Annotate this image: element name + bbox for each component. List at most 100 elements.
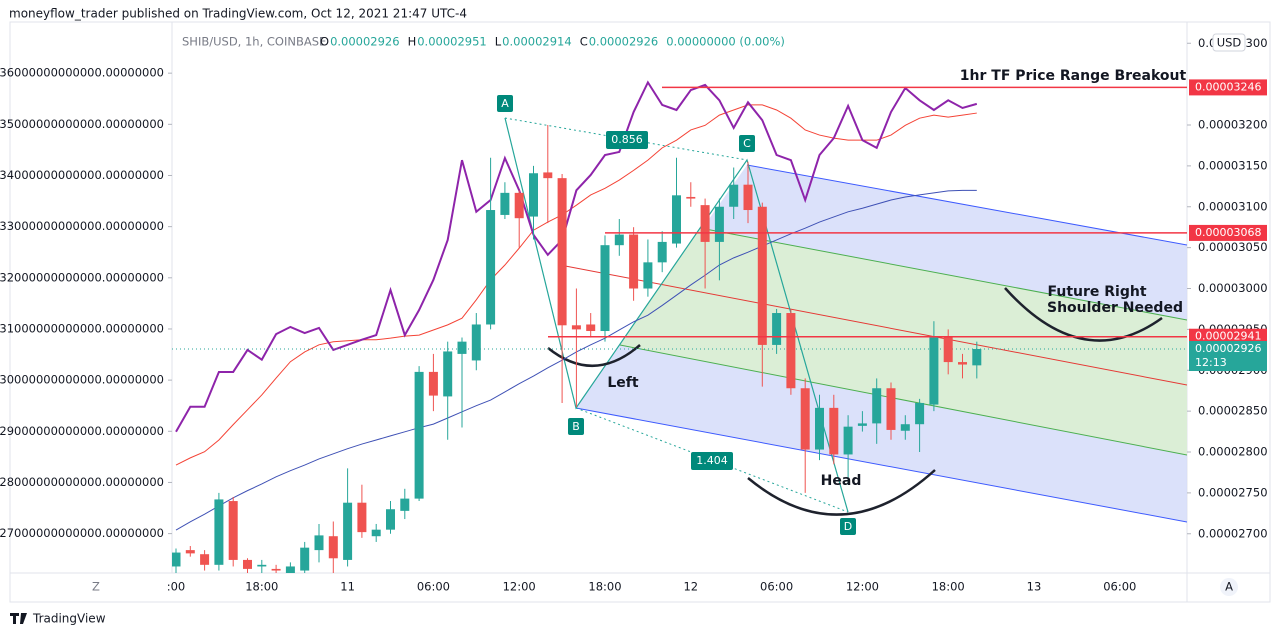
candle-body [457,341,467,354]
x-tick-label: 06:00 [417,580,450,594]
x-tick-label: 11 [340,580,355,594]
x-tick-label: 12:00 [503,580,536,594]
candle-body [972,349,982,366]
y2-tick-label: 34000000000000.00000000 [0,168,164,182]
candle-body [228,501,238,560]
head-arc [747,469,936,516]
point-badge [568,418,584,435]
level-label: 0.00002941 [1195,330,1261,343]
y2-tick-label: 33000000000000.00000000 [0,219,164,233]
y2-tick-label: 32000000000000.00000000 [0,270,164,284]
candle-body [943,336,953,363]
y-tick-label: 0.00002750 [1198,485,1268,499]
candle-body [443,351,453,397]
auto-button[interactable]: A [1225,580,1233,594]
left-shoulder-arc [547,344,641,367]
candle-body [586,324,596,332]
candle-body [872,388,882,424]
right-shoulder-arc [1004,287,1163,342]
candle-body [772,313,782,345]
level-label: 0.00003068 [1195,226,1261,239]
ratio-badge [606,131,648,149]
candle-body [600,245,610,332]
candle-body [843,426,853,455]
candle-body [486,210,496,325]
candle-body [500,192,510,215]
footer: TradingView [32,612,106,626]
candle-body [471,324,481,361]
y2-tick-label: 28000000000000.00000000 [0,475,164,489]
pitchfork-median [559,264,1187,386]
ratio-label: 1.404 [696,454,728,467]
candle-body [371,529,381,537]
annotation-head: Head [821,473,862,489]
candle-body [729,184,739,207]
pitchfork-lower [575,407,1187,523]
legend-key: H [408,35,417,49]
indicator-line [175,104,977,466]
candle-body [686,196,696,199]
candle-body [514,192,524,219]
y-tick-label: 0.00002800 [1198,445,1268,459]
candle-body [172,552,181,567]
level-label: 0.00003246 [1195,80,1261,93]
candle-body [400,498,410,511]
candle-body [672,195,681,244]
annotation-title: 1hr TF Price Range Breakout [960,68,1187,84]
ratio-line-ac [504,117,748,161]
candle-body [643,262,653,289]
x-tick-label: 18:00 [245,580,278,594]
candle-body [886,388,896,430]
ratio-badge [691,452,733,470]
byline: moneyflow_trader published on TradingVie… [9,7,467,21]
pitchfork-inner-lower [619,344,1187,456]
indicator-line [175,80,978,433]
candle-body [915,402,925,425]
legend-symbol: SHIB/USD, 1h, COINBASE [182,35,326,49]
point-badge [840,518,856,535]
y2-tick-label: 31000000000000.00000000 [0,321,164,335]
annotation-left: Left [607,375,639,391]
y2-tick-label: 35000000000000.00000000 [0,117,164,131]
candle-body [428,371,438,396]
y-tick-label: 0.00003050 [1198,240,1268,254]
candle-body [958,362,967,365]
candle-body [243,559,252,569]
zoom-button[interactable]: Z [92,580,100,594]
candle-body [257,564,267,567]
x-tick-label: :00 [167,580,186,594]
legend-key: C [580,35,588,49]
legend-value: 0.00002926 [330,35,400,49]
annotation-right-2: Shoulder Needed [1047,300,1183,316]
overlay: 27000000000000.00000000 28000000000000.00… [0,36,1268,594]
y-tick-label: 0.00003000 [1198,281,1268,295]
x-tick-label: 18:00 [932,580,965,594]
candle-body [714,206,724,242]
legend-values: O 0.00002926 H 0.00002951 L 0.00002914 C 0.0000… [320,35,785,49]
x-tick-label: 13 [1027,580,1042,594]
legend: SHIB/USD, 1h, COINBASE O 0.00002926 H 0.000… [182,35,785,49]
candle-body [700,205,710,242]
currency-badge [1212,33,1246,52]
candle-body [557,178,567,326]
candle-body [357,502,367,533]
candle-body [529,173,538,217]
y-tick-label: 0.00002700 [1198,526,1268,540]
candle-body [900,424,910,431]
x-tick-label: 06:00 [760,580,793,594]
series [172,80,1187,573]
candle-body [629,234,639,289]
level-tag [1189,79,1267,96]
y-tick-label: 0.00003150 [1198,158,1268,172]
x-tick-label: 12:00 [846,580,879,594]
candle-body [657,241,667,263]
frame [9,21,1271,603]
y2-tick-label: 30000000000000.00000000 [0,373,164,387]
point-badge [739,135,755,152]
legend-value: 0.00002926 [589,35,659,49]
y2-tick-label: 27000000000000.00000000 [0,526,164,540]
y2-tick-label: 36000000000000.00000000 [0,66,164,80]
x-tick-label: 06:00 [1103,580,1136,594]
level-tag [1189,328,1267,345]
